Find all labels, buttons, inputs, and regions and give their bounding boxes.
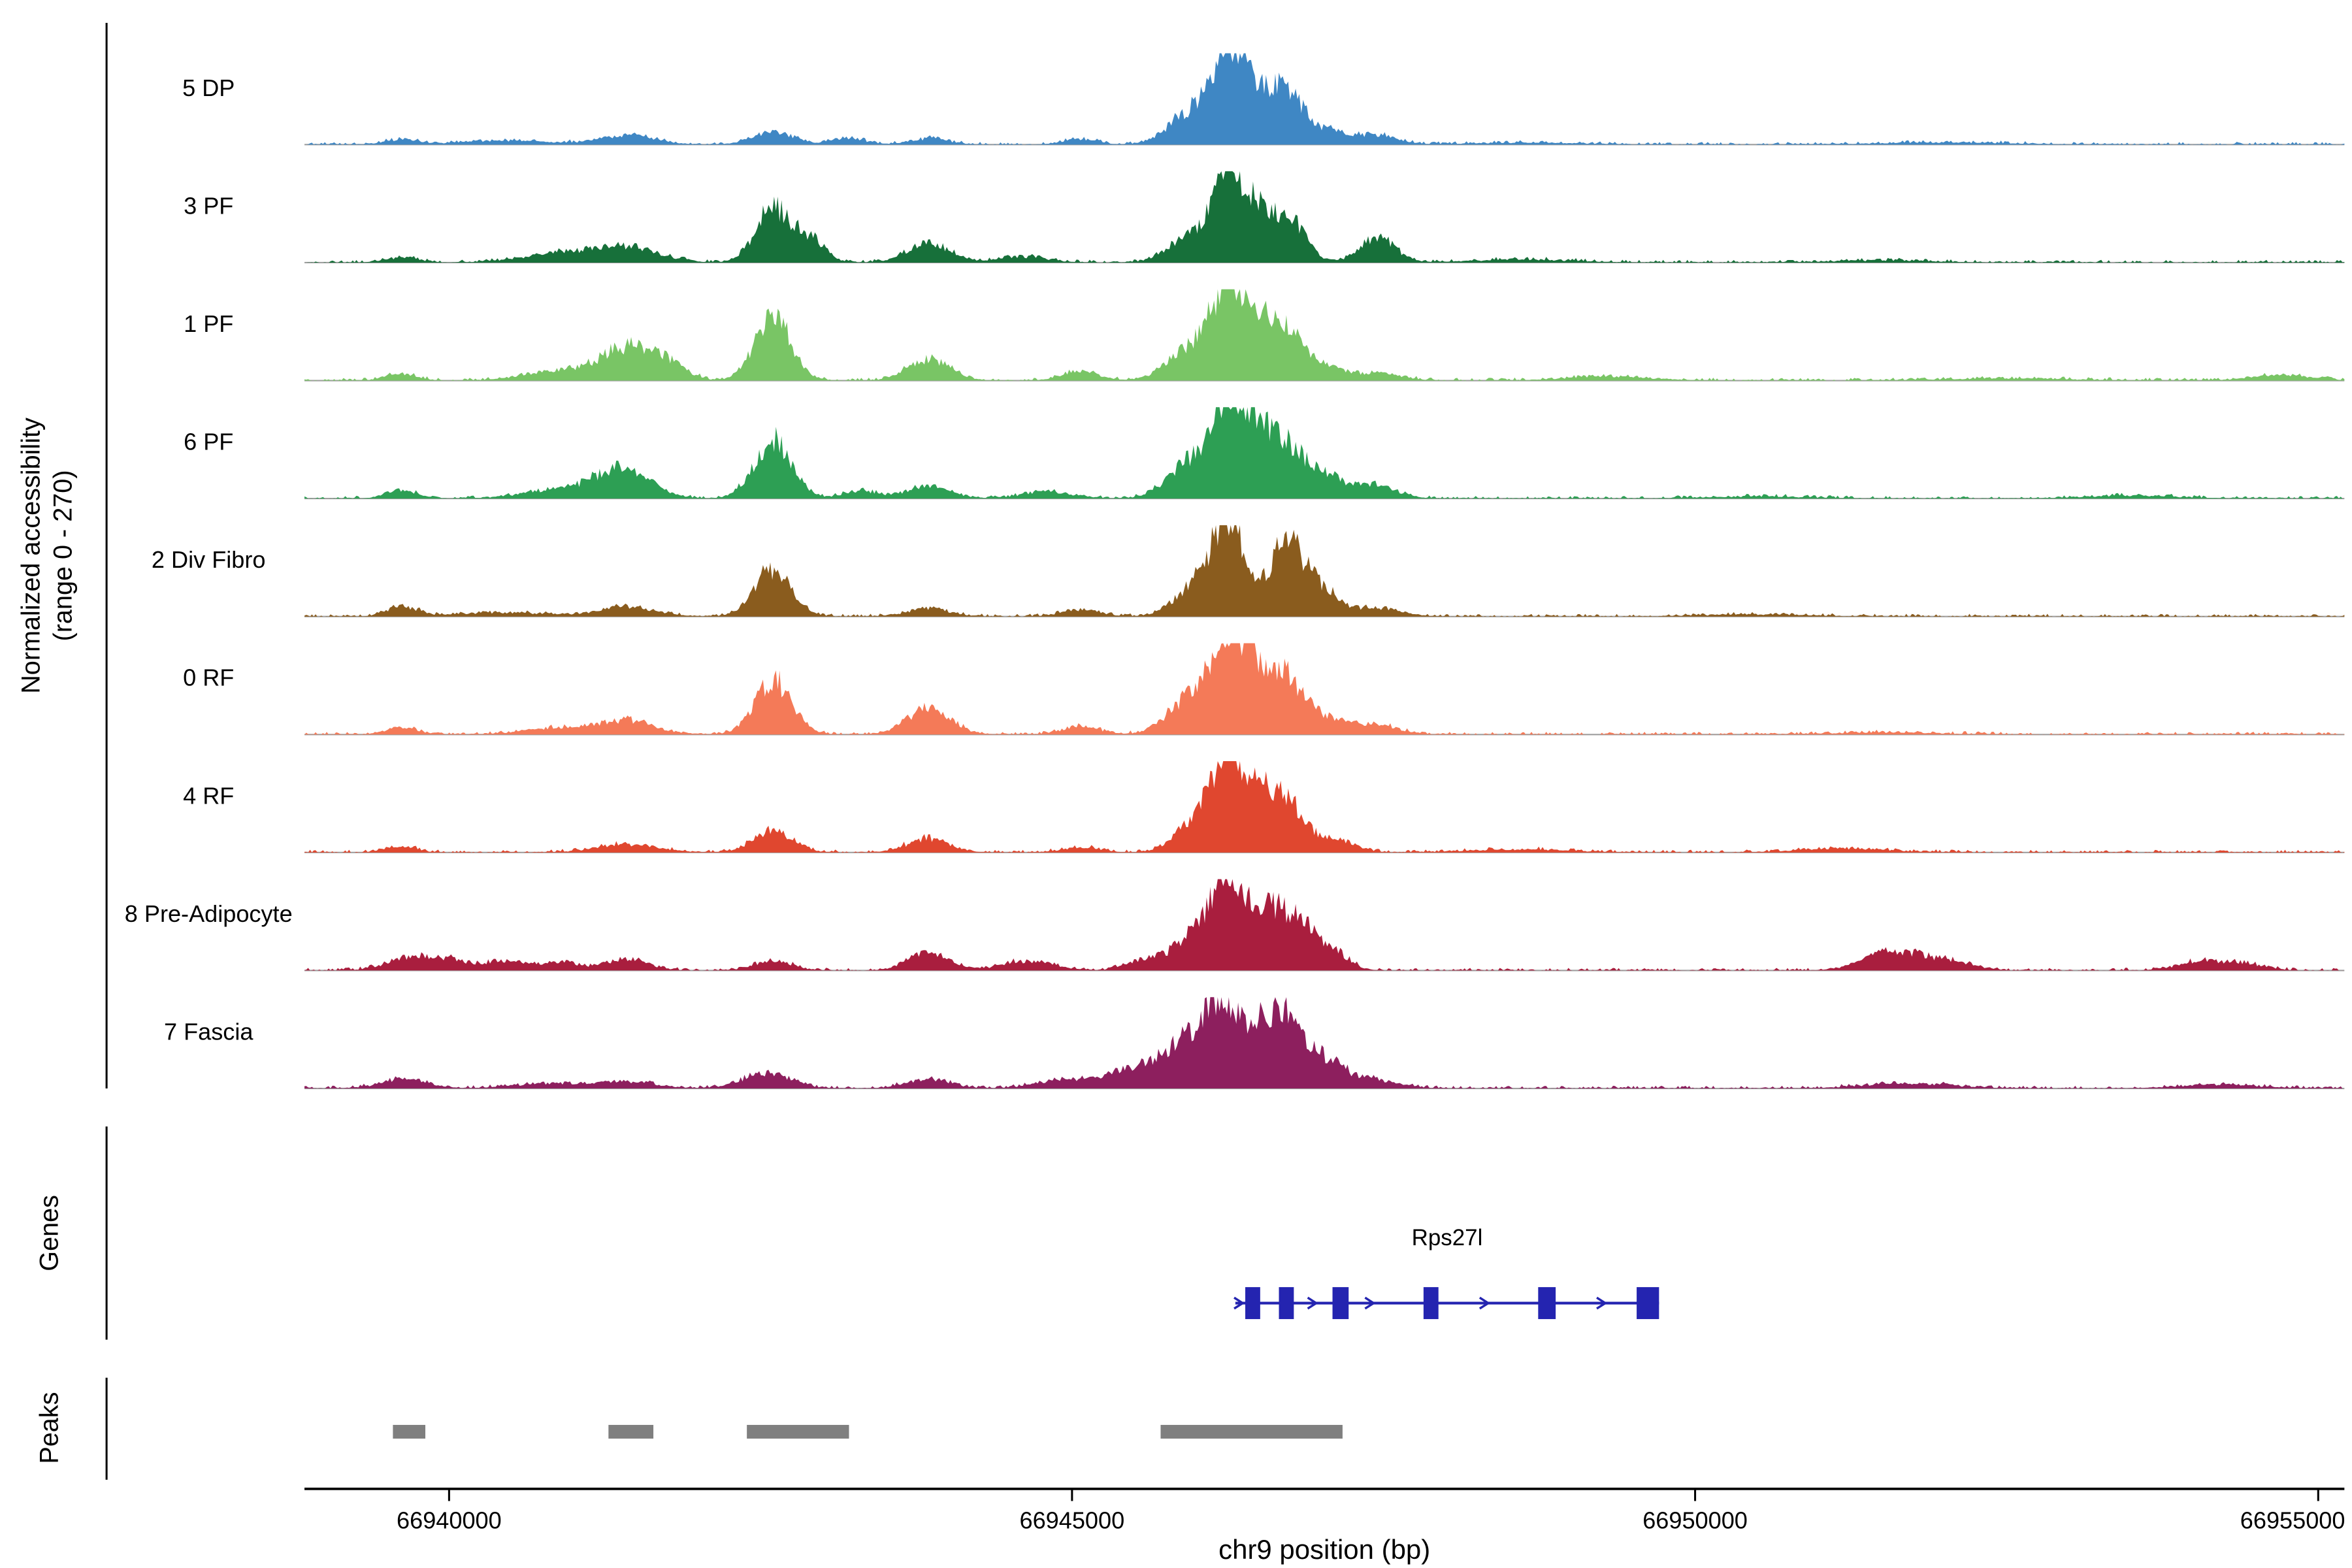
x-axis-title: chr9 position (bp) bbox=[1218, 1534, 1430, 1565]
coverage-area-8-pre-adipocyte bbox=[304, 879, 2345, 971]
gene-exon bbox=[1637, 1287, 1659, 1320]
track-labels: 5 DP 3 PF 1 PF 6 PF 2 Div Fibro 0 RF 4 RF 8 Pre… bbox=[125, 74, 293, 1045]
track-label: 1 PF bbox=[184, 310, 233, 337]
strand-arrow-icon bbox=[1307, 1296, 1318, 1310]
coverage-area-0-rf bbox=[304, 643, 2345, 735]
gene-exon bbox=[1538, 1287, 1556, 1320]
gene-name-label: Rps27l bbox=[1412, 1225, 1483, 1250]
track-label: 0 RF bbox=[183, 664, 234, 691]
peak-bar bbox=[608, 1424, 654, 1439]
coverage-area-3-pf bbox=[304, 171, 2345, 263]
track-label: 2 Div Fibro bbox=[152, 546, 266, 573]
strand-arrow-icon bbox=[1364, 1296, 1376, 1310]
peak-bar bbox=[1160, 1424, 1343, 1439]
genes-section-label: Genes bbox=[35, 1195, 64, 1271]
coverage-area-4-rf bbox=[304, 761, 2345, 853]
x-axis-ticks: 66940000 66945000 66950000 66955000 bbox=[397, 1488, 2345, 1533]
peak-bar bbox=[747, 1424, 849, 1439]
track-label: 5 DP bbox=[182, 74, 235, 101]
strand-arrow-icon bbox=[1233, 1296, 1245, 1310]
coverage-tracks bbox=[304, 53, 2345, 1090]
x-tick-label: 66955000 bbox=[2240, 1507, 2345, 1533]
coverage-area-7-fascia bbox=[304, 997, 2345, 1089]
y-axis-label-line1: Normalized accessibility bbox=[17, 417, 46, 694]
x-tick-label: 66945000 bbox=[1020, 1507, 1125, 1533]
gene-exon bbox=[1423, 1287, 1439, 1320]
strand-arrow-icon bbox=[1596, 1296, 1608, 1310]
coverage-area-5-dp bbox=[304, 53, 2345, 145]
x-tick-label: 66950000 bbox=[1642, 1507, 1748, 1533]
gene-exon bbox=[1332, 1287, 1349, 1320]
track-label: 7 Fascia bbox=[164, 1018, 253, 1045]
strand-arrow-icon bbox=[1478, 1296, 1491, 1310]
track-label: 4 RF bbox=[183, 782, 234, 809]
peak-intervals bbox=[393, 1424, 1343, 1439]
track-label: 6 PF bbox=[184, 429, 233, 455]
gene-model: Rps27l bbox=[1233, 1225, 1659, 1320]
peak-bar bbox=[393, 1424, 426, 1439]
peaks-section-label: Peaks bbox=[35, 1392, 64, 1464]
gene-exon bbox=[1279, 1287, 1294, 1320]
coverage-area-2-div-fibro bbox=[304, 525, 2345, 617]
track-label: 8 Pre-Adipocyte bbox=[125, 900, 293, 927]
gene-exon bbox=[1245, 1287, 1260, 1320]
y-axis-label-line2: (range 0 - 270) bbox=[49, 470, 78, 641]
coverage-area-6-pf bbox=[304, 407, 2345, 499]
coverage-area-1-pf bbox=[304, 289, 2345, 381]
x-tick-label: 66940000 bbox=[397, 1507, 502, 1533]
track-label: 3 PF bbox=[184, 192, 233, 219]
